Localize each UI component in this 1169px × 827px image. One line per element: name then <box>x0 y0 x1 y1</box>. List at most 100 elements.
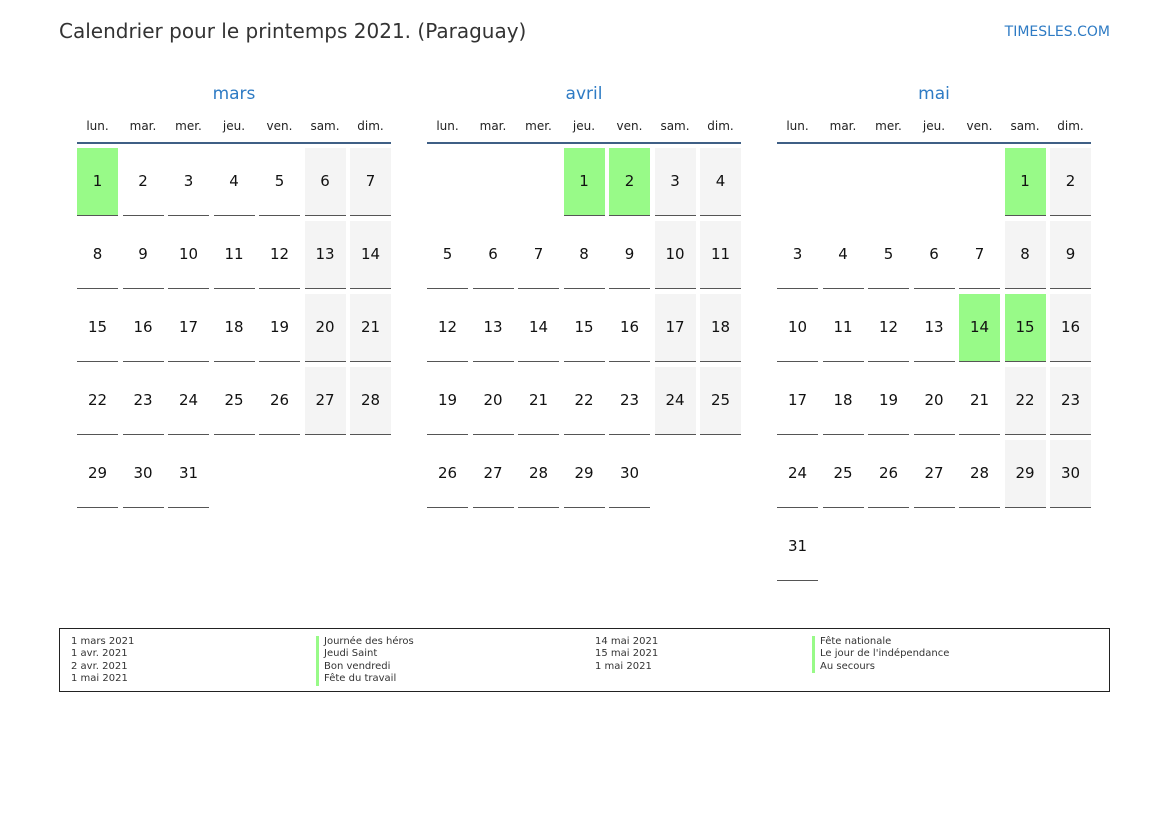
day-cell[interactable]: 29 <box>1004 440 1046 508</box>
day-cell[interactable]: 8 <box>563 221 605 289</box>
day-cell[interactable]: 8 <box>77 221 118 289</box>
day-cell[interactable]: 7 <box>350 148 391 216</box>
day-cell[interactable]: 5 <box>427 221 468 289</box>
day-cell[interactable]: 10 <box>777 294 818 362</box>
day-cell[interactable]: 16 <box>122 294 164 362</box>
day-cell[interactable]: 17 <box>168 294 209 362</box>
day-cell[interactable]: 13 <box>472 294 514 362</box>
day-cell[interactable]: 8 <box>1004 221 1046 289</box>
day-cell[interactable]: 12 <box>259 221 300 289</box>
day-cell[interactable]: 19 <box>427 367 468 435</box>
day-cell[interactable]: 20 <box>304 294 346 362</box>
day-cell[interactable]: 19 <box>259 294 300 362</box>
day-cell[interactable]: 16 <box>609 294 650 362</box>
day-cell[interactable]: 26 <box>868 440 909 508</box>
day-cell[interactable]: 4 <box>822 221 864 289</box>
day-cell[interactable]: 28 <box>959 440 1000 508</box>
brand-link[interactable]: TIMESLES.COM <box>1004 24 1110 40</box>
day-cell[interactable]: 4 <box>700 148 741 216</box>
day-cell[interactable]: 28 <box>518 440 559 508</box>
day-cell[interactable]: 13 <box>304 221 346 289</box>
day-cell[interactable]: 5 <box>868 221 909 289</box>
day-cell[interactable]: 3 <box>168 148 209 216</box>
day-cell[interactable]: 9 <box>1050 221 1091 289</box>
day-cell[interactable]: 12 <box>427 294 468 362</box>
day-cell[interactable]: 24 <box>654 367 696 435</box>
day-cell[interactable]: 30 <box>122 440 164 508</box>
day-cell[interactable]: 21 <box>350 294 391 362</box>
day-cell[interactable]: 26 <box>259 367 300 435</box>
day-cell[interactable]: 24 <box>777 440 818 508</box>
day-cell[interactable]: 2 <box>1050 148 1091 216</box>
day-cell[interactable]: 20 <box>472 367 514 435</box>
day-cell[interactable]: 7 <box>518 221 559 289</box>
day-cell[interactable]: 10 <box>654 221 696 289</box>
day-cell[interactable]: 22 <box>563 367 605 435</box>
day-cell[interactable]: 18 <box>700 294 741 362</box>
day-cell[interactable]: 28 <box>350 367 391 435</box>
day-cell[interactable]: 9 <box>609 221 650 289</box>
legend-date: 14 mai 2021 <box>595 636 659 647</box>
legend-col2-names: Fête nationale Le jour de l'indépendance… <box>812 636 949 674</box>
day-cell[interactable]: 15 <box>77 294 118 362</box>
day-cell[interactable]: 3 <box>777 221 818 289</box>
day-cell[interactable]: 31 <box>168 440 209 508</box>
day-cell[interactable]: 25 <box>822 440 864 508</box>
holiday-day-cell[interactable]: 15 <box>1004 294 1046 362</box>
day-cell[interactable]: 11 <box>822 294 864 362</box>
legend-date: 1 mars 2021 <box>71 636 135 647</box>
day-cell[interactable]: 18 <box>822 367 864 435</box>
day-cell[interactable]: 25 <box>700 367 741 435</box>
day-cell[interactable]: 20 <box>913 367 955 435</box>
day-cell[interactable]: 6 <box>472 221 514 289</box>
day-cell[interactable]: 17 <box>654 294 696 362</box>
holiday-day-cell[interactable]: 1 <box>1004 148 1046 216</box>
day-cell[interactable]: 10 <box>168 221 209 289</box>
day-cell[interactable]: 13 <box>913 294 955 362</box>
day-cell[interactable]: 18 <box>213 294 255 362</box>
day-cell[interactable]: 9 <box>122 221 164 289</box>
weekday-header: sam. <box>1010 119 1040 133</box>
day-cell[interactable]: 6 <box>913 221 955 289</box>
day-cell[interactable]: 2 <box>122 148 164 216</box>
day-cell[interactable]: 3 <box>654 148 696 216</box>
day-cell[interactable]: 24 <box>168 367 209 435</box>
day-cell[interactable]: 27 <box>304 367 346 435</box>
day-cell[interactable]: 11 <box>700 221 741 289</box>
day-cell[interactable]: 17 <box>777 367 818 435</box>
day-cell[interactable]: 21 <box>518 367 559 435</box>
legend-date: 1 mai 2021 <box>71 673 128 685</box>
day-cell[interactable]: 4 <box>213 148 255 216</box>
day-cell[interactable]: 15 <box>563 294 605 362</box>
day-cell[interactable]: 27 <box>472 440 514 508</box>
day-cell[interactable]: 30 <box>1050 440 1091 508</box>
day-cell[interactable]: 7 <box>959 221 1000 289</box>
holiday-day-cell[interactable]: 2 <box>609 148 650 216</box>
holiday-day-cell[interactable]: 14 <box>959 294 1000 362</box>
day-cell[interactable]: 29 <box>563 440 605 508</box>
day-cell[interactable]: 21 <box>959 367 1000 435</box>
day-cell[interactable]: 29 <box>77 440 118 508</box>
day-cell[interactable]: 25 <box>213 367 255 435</box>
day-cell[interactable]: 23 <box>609 367 650 435</box>
day-cell[interactable]: 23 <box>1050 367 1091 435</box>
holiday-day-cell[interactable]: 1 <box>563 148 605 216</box>
day-cell[interactable]: 16 <box>1050 294 1091 362</box>
day-cell[interactable]: 11 <box>213 221 255 289</box>
legend-col2-dates: 14 mai 2021 15 mai 2021 1 mai 2021 <box>595 636 658 673</box>
day-cell[interactable]: 14 <box>350 221 391 289</box>
day-cell[interactable]: 14 <box>518 294 559 362</box>
day-cell[interactable]: 5 <box>259 148 300 216</box>
day-cell[interactable]: 19 <box>868 367 909 435</box>
day-cell[interactable]: 23 <box>122 367 164 435</box>
day-cell[interactable]: 12 <box>868 294 909 362</box>
day-cell[interactable]: 26 <box>427 440 468 508</box>
day-cell[interactable]: 6 <box>304 148 346 216</box>
day-cell[interactable]: 22 <box>1004 367 1046 435</box>
day-cell[interactable]: 31 <box>777 513 818 581</box>
holiday-day-cell[interactable]: 1 <box>77 148 118 216</box>
day-cell[interactable]: 30 <box>609 440 650 508</box>
weekday-header: mer. <box>175 119 202 133</box>
day-cell[interactable]: 22 <box>77 367 118 435</box>
day-cell[interactable]: 27 <box>913 440 955 508</box>
